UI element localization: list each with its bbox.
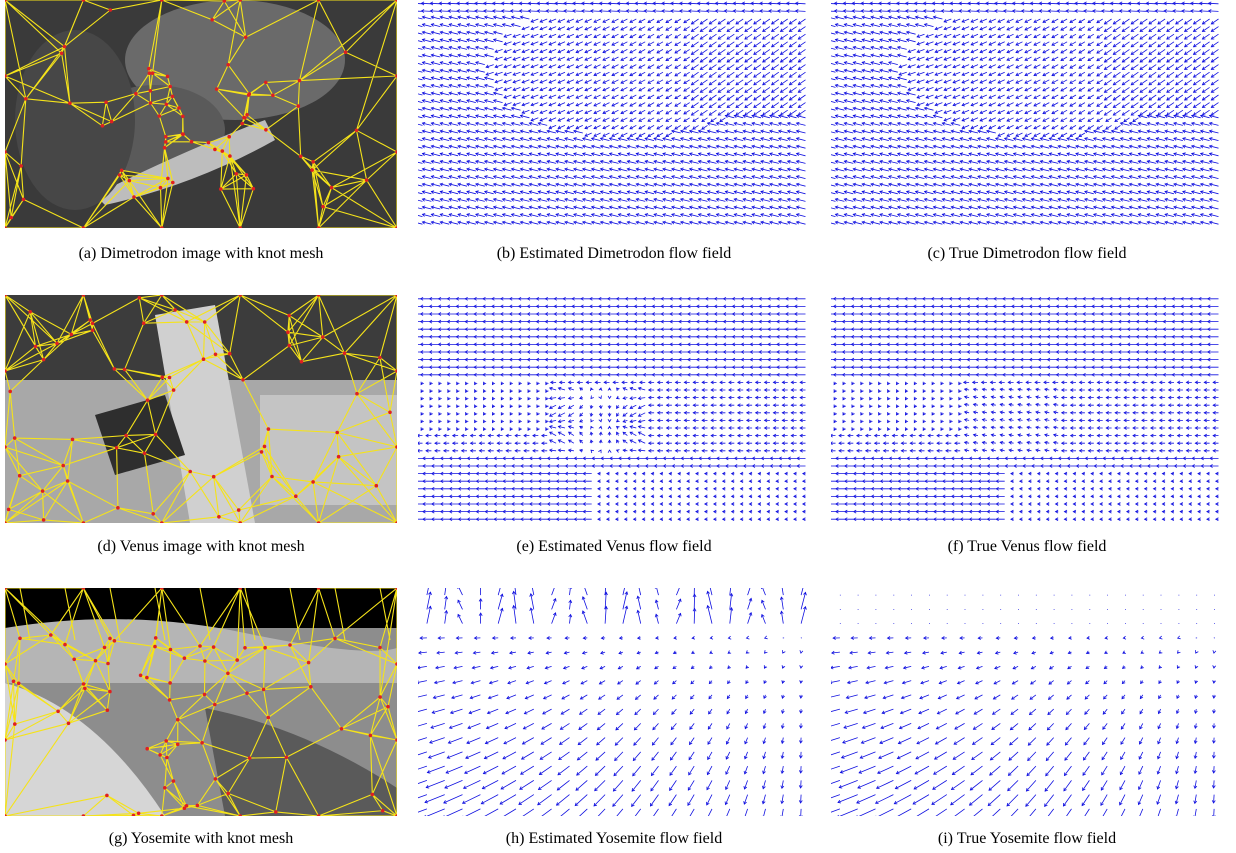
caption-f: (f) True Venus flow field (947, 538, 1107, 555)
caption-c: (c) True Dimetrodon flow field (927, 245, 1127, 262)
panel-e-estimated-venus-flow (418, 295, 810, 523)
caption-e: (e) Estimated Venus flow field (516, 538, 712, 555)
knot-points (5, 0, 397, 228)
flow-arrows (831, 296, 1219, 522)
panel-i-true-yosemite-flow (831, 588, 1223, 816)
panel-f-true-venus-flow (831, 295, 1223, 523)
estimated-dimetrodon-flow-field (418, 1, 806, 225)
caption-b: (b) Estimated Dimetrodon flow field (496, 245, 732, 262)
grayscale-photo (5, 0, 397, 228)
flow-arrows (418, 588, 807, 816)
flow-arrows (418, 296, 806, 522)
panel-d-venus-mesh (5, 295, 397, 523)
flow-arrows (831, 1, 1219, 225)
knot-points (5, 295, 397, 523)
panel-b-estimated-dimetrodon-flow (418, 0, 810, 228)
panel-c-true-dimetrodon-flow (831, 0, 1223, 228)
knot-mesh (5, 0, 397, 228)
dimetrodon-mesh-image (5, 0, 397, 228)
true-yosemite-flow-field (831, 594, 1217, 816)
estimated-venus-flow-field (418, 296, 806, 522)
caption-d: (d) Venus image with knot mesh (97, 538, 305, 555)
flow-arrows (418, 1, 806, 225)
venus-mesh-image (5, 295, 397, 523)
caption-g: (g) Yosemite with knot mesh (108, 830, 294, 847)
flow-arrows (831, 594, 1217, 816)
estimated-yosemite-flow-field (418, 588, 807, 816)
grayscale-photo (5, 588, 397, 816)
panel-g-yosemite-mesh (5, 588, 397, 816)
panel-a-dimetrodon-mesh (5, 0, 397, 228)
knot-mesh (5, 295, 397, 523)
panel-h-estimated-yosemite-flow (418, 588, 810, 816)
caption-h: (h) Estimated Yosemite flow field (505, 830, 723, 847)
true-venus-flow-field (831, 296, 1219, 522)
caption-i: (i) True Yosemite flow field (937, 830, 1117, 847)
yosemite-mesh-image (5, 588, 397, 816)
knot-points (5, 588, 397, 816)
knot-mesh (5, 588, 397, 816)
caption-a: (a) Dimetrodon image with knot mesh (78, 245, 324, 262)
true-dimetrodon-flow-field (831, 1, 1219, 225)
